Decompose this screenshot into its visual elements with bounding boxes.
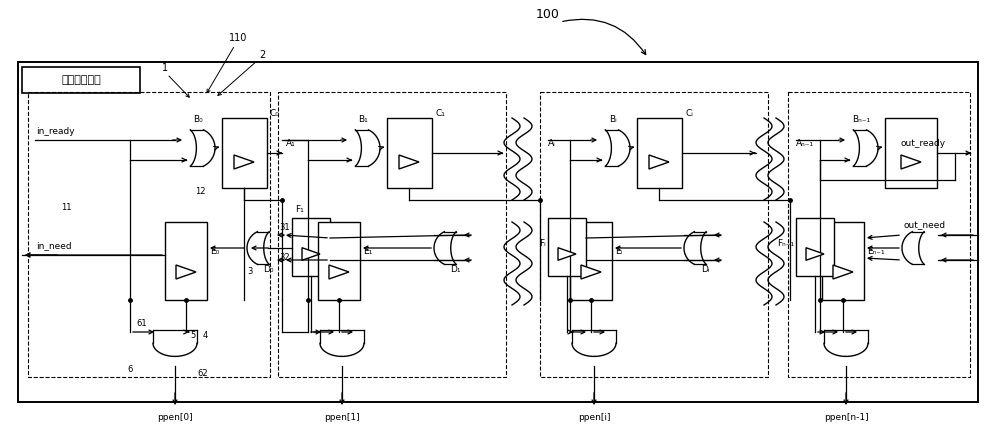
Text: C₁: C₁ — [435, 108, 445, 117]
Text: in_need: in_need — [36, 242, 72, 251]
Text: 5: 5 — [190, 331, 196, 340]
Bar — [822, 222, 864, 300]
Bar — [788, 92, 970, 377]
Text: in_ready: in_ready — [36, 126, 75, 135]
Text: ppen[i]: ppen[i] — [578, 414, 610, 423]
Bar — [18, 62, 978, 402]
Text: ppen[0]: ppen[0] — [157, 414, 193, 423]
Text: 61: 61 — [137, 319, 147, 328]
Bar — [22, 67, 140, 93]
Text: Aₙ₋₁: Aₙ₋₁ — [796, 138, 814, 147]
Text: E₁: E₁ — [363, 248, 372, 257]
Text: 31: 31 — [280, 224, 290, 233]
Polygon shape — [234, 155, 254, 169]
Bar — [222, 118, 267, 188]
Polygon shape — [329, 265, 349, 279]
Text: out_need: out_need — [904, 221, 946, 230]
Text: 1: 1 — [162, 63, 168, 73]
Text: 110: 110 — [229, 33, 247, 43]
Text: Bᵢ: Bᵢ — [609, 116, 617, 125]
Text: D₁: D₁ — [450, 265, 460, 274]
Bar — [278, 92, 506, 377]
Text: D₀: D₀ — [263, 265, 273, 274]
Bar — [28, 92, 270, 377]
Text: B₁: B₁ — [358, 116, 368, 125]
Polygon shape — [649, 155, 669, 169]
Text: 2: 2 — [259, 50, 265, 60]
Polygon shape — [399, 155, 419, 169]
Text: F₁: F₁ — [295, 206, 304, 215]
Bar — [570, 222, 612, 300]
Text: Cᵢ: Cᵢ — [685, 108, 693, 117]
Text: Fᵢ: Fᵢ — [539, 239, 546, 248]
Bar — [165, 222, 207, 300]
Polygon shape — [558, 248, 576, 260]
Text: E₀: E₀ — [210, 248, 219, 257]
Bar — [387, 118, 432, 188]
Text: B₀: B₀ — [193, 116, 203, 125]
Text: 12: 12 — [195, 187, 205, 197]
Bar — [796, 218, 834, 276]
Text: Eᵢ: Eᵢ — [615, 248, 622, 257]
Text: 100: 100 — [536, 9, 560, 22]
Polygon shape — [806, 248, 824, 260]
Polygon shape — [176, 265, 196, 279]
Bar — [540, 92, 768, 377]
Text: 62: 62 — [198, 369, 208, 378]
Text: Bₙ₋₁: Bₙ₋₁ — [852, 116, 870, 125]
Text: ppen[n-1]: ppen[n-1] — [824, 414, 868, 423]
Text: Dᵢ: Dᵢ — [701, 265, 709, 274]
Text: 11: 11 — [61, 203, 71, 212]
Text: ppen[1]: ppen[1] — [324, 414, 360, 423]
Text: out_ready: out_ready — [901, 138, 946, 147]
Bar — [885, 118, 937, 188]
Text: A₁: A₁ — [286, 138, 296, 147]
Polygon shape — [581, 265, 601, 279]
Bar — [637, 118, 682, 188]
Bar — [292, 218, 330, 276]
Text: Aᵢ: Aᵢ — [548, 138, 556, 147]
Bar — [548, 218, 586, 276]
Text: 32: 32 — [280, 254, 290, 262]
Text: 4: 4 — [202, 331, 208, 340]
Text: 6: 6 — [127, 366, 133, 375]
Text: Fₙ₋₁: Fₙ₋₁ — [777, 239, 794, 248]
Polygon shape — [833, 265, 853, 279]
Bar — [318, 222, 360, 300]
Text: 3: 3 — [247, 267, 253, 276]
Polygon shape — [302, 248, 320, 260]
Text: 同步握手电路: 同步握手电路 — [61, 75, 101, 85]
Polygon shape — [901, 155, 921, 169]
Text: Eₙ₋₁: Eₙ₋₁ — [867, 248, 885, 257]
Text: C₀: C₀ — [270, 108, 280, 117]
